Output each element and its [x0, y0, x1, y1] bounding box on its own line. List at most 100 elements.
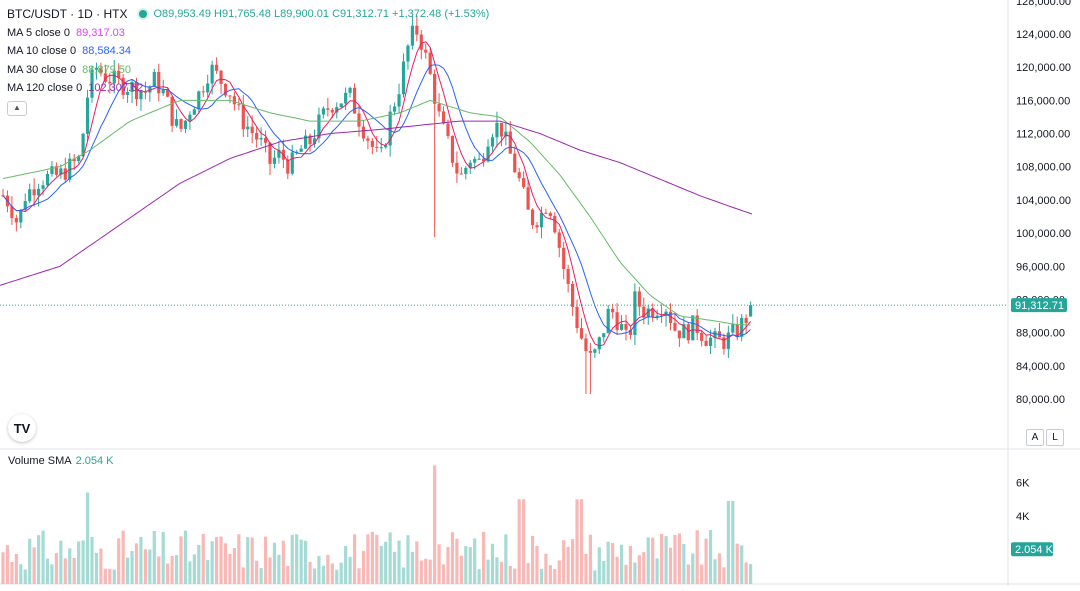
indicator-value: 88,879.50	[82, 63, 132, 76]
candle-body	[188, 114, 192, 121]
volume-legend[interactable]: Volume SMA 2.054 K	[8, 455, 114, 467]
price-tick-label: 112,000.00	[1016, 129, 1070, 141]
volume-bar	[139, 536, 143, 584]
volume-bar	[272, 542, 277, 584]
candle-body	[295, 151, 299, 153]
candle-body	[326, 108, 330, 110]
candle-body	[317, 114, 321, 139]
volume-bar	[121, 530, 125, 584]
candle-body	[130, 81, 134, 93]
indicator-ma10[interactable]: MA 10 close 0 88,584.34	[7, 42, 489, 61]
volume-bar	[344, 545, 348, 584]
candle-body	[651, 308, 655, 318]
candle-body	[459, 173, 463, 175]
candle-body	[486, 146, 490, 162]
volume-bar	[468, 547, 472, 584]
volume-bar	[161, 531, 165, 584]
volume-bar	[299, 539, 303, 584]
ma5-line	[2, 41, 751, 347]
low-value: 89,900.01	[280, 8, 330, 21]
candle-body	[548, 213, 552, 216]
indicator-value: 89,317.03	[75, 26, 125, 39]
volume-bar	[152, 530, 156, 584]
volume-bar	[575, 499, 579, 584]
volume-bar	[384, 541, 388, 584]
candle-body	[174, 119, 179, 126]
volume-bar	[513, 568, 517, 584]
candle-body	[695, 315, 699, 333]
volume-bar	[579, 499, 584, 584]
volume-bar	[455, 538, 459, 584]
indicator-ma30[interactable]: MA 30 close 0 88,879.50	[7, 61, 489, 80]
last-price-badge	[1011, 298, 1067, 313]
candle-body	[415, 25, 419, 35]
volume-bar	[726, 500, 730, 584]
candle-body	[562, 247, 566, 269]
candle-body	[642, 306, 646, 318]
symbol-row: BTC/USDT · 1D · HTX O89,953.49 H91,765.4…	[7, 5, 489, 24]
candle-body	[45, 173, 50, 186]
candle-body	[94, 67, 99, 70]
candle-body	[121, 77, 125, 95]
indicator-label: MA 5 close 0	[7, 26, 70, 39]
volume-bar	[535, 546, 539, 584]
volume-bar	[197, 544, 201, 584]
volume-bar	[339, 562, 343, 584]
volume-sma-label: 2.054 K	[1015, 544, 1054, 556]
candle-body	[41, 185, 45, 189]
high-label: H	[214, 8, 222, 21]
candle-body	[139, 91, 143, 100]
volume-bar	[677, 533, 681, 584]
volume-bar	[486, 559, 490, 584]
volume-bar	[464, 546, 468, 584]
candle-body	[624, 324, 628, 330]
candle-body	[90, 69, 94, 98]
volume-bar	[544, 553, 548, 584]
volume-bar	[713, 559, 717, 584]
candle-body	[228, 95, 232, 97]
volume-bar	[611, 543, 615, 584]
log-scale-button[interactable]: L	[1046, 429, 1064, 446]
chart-legend: BTC/USDT · 1D · HTX O89,953.49 H91,765.4…	[7, 5, 489, 116]
volume-bar	[682, 544, 686, 584]
volume-bar	[495, 557, 499, 584]
candle-body	[99, 67, 103, 74]
symbol-title[interactable]: BTC/USDT · 1D · HTX	[7, 7, 128, 22]
volume-bar	[170, 555, 174, 584]
indicator-value: 102,307.62	[88, 82, 144, 95]
volume-bar	[28, 538, 32, 584]
price-tick-label: 88,000.00	[1016, 328, 1065, 340]
candle-body	[731, 324, 735, 333]
volume-bar	[215, 537, 219, 584]
indicator-ma5[interactable]: MA 5 close 0 89,317.03	[7, 24, 489, 43]
volume-bar	[361, 550, 366, 584]
candle-body	[379, 147, 383, 149]
volume-bar	[441, 564, 446, 584]
volume-bar	[526, 563, 530, 584]
candle-body	[223, 83, 228, 96]
candle-body	[526, 187, 530, 210]
volume-bar	[700, 564, 704, 584]
volume-bar	[183, 530, 188, 584]
candle-body	[384, 145, 388, 148]
indicator-ma120[interactable]: MA 120 close 0 102,307.62	[7, 79, 489, 98]
auto-scale-button[interactable]: A	[1026, 429, 1044, 446]
candle-body	[335, 107, 339, 113]
candle-body	[477, 158, 481, 160]
candle-body	[735, 324, 739, 337]
volume-bar	[553, 569, 557, 584]
indicator-label: MA 30 close 0	[7, 63, 77, 76]
candle-body	[726, 332, 730, 349]
volume-bar	[508, 565, 512, 584]
tradingview-logo-icon[interactable]: TV	[8, 414, 36, 442]
candle-body	[691, 315, 695, 341]
volume-bar	[646, 537, 650, 584]
volume-bar	[722, 567, 726, 584]
candle-body	[530, 209, 535, 226]
candle-body	[513, 153, 517, 173]
candle-body	[375, 146, 379, 148]
volume-bar	[103, 568, 107, 584]
collapse-legend-button[interactable]: ▲	[7, 100, 27, 116]
